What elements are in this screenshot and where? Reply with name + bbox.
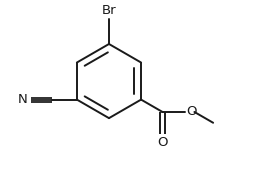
Text: Br: Br — [102, 4, 116, 17]
Text: N: N — [18, 93, 27, 106]
Text: O: O — [186, 105, 197, 118]
Text: O: O — [157, 136, 168, 149]
